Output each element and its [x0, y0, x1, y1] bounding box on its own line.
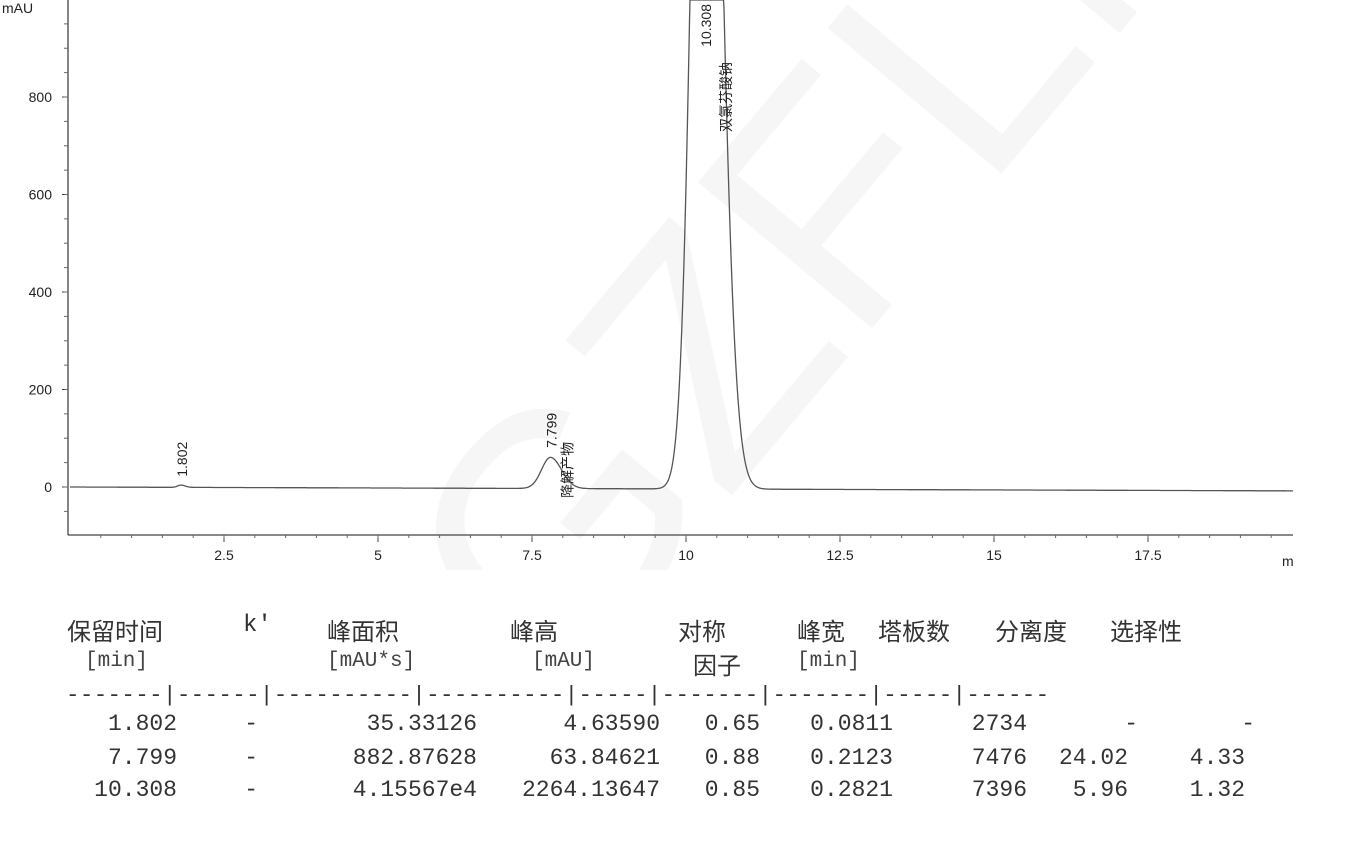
- y-tick-label: 600: [29, 187, 53, 203]
- x-tick-label: 2.5: [214, 547, 234, 563]
- table-cell: 0.65: [704, 711, 760, 737]
- column-unit: [mAU]: [532, 650, 596, 673]
- table-cell: 0.88: [704, 745, 760, 771]
- peak-compound-label: 双氯芬酸钠: [718, 62, 734, 132]
- x-tick-label: 7.5: [522, 547, 542, 563]
- table-cell: 24.02: [1058, 745, 1128, 771]
- watermark: GZFLM: [331, 0, 1332, 570]
- table-cell: 7476: [971, 745, 1027, 771]
- y-tick-label: 400: [29, 284, 53, 300]
- table-cell: -: [244, 777, 258, 803]
- column-header: 分离度: [995, 618, 1067, 646]
- table-cell: 2264.13647: [521, 777, 660, 803]
- x-axis-unit-label: m: [1282, 553, 1294, 569]
- table-cell: 4.33: [1189, 745, 1245, 771]
- peak-rt-label: 10.308: [698, 4, 714, 47]
- y-tick-label: 0: [44, 479, 52, 495]
- chromatogram-trace: [70, 0, 1293, 492]
- x-tick-label: 12.5: [826, 547, 853, 563]
- column-unit: [min]: [85, 650, 149, 673]
- x-tick-label: 17.5: [1134, 547, 1161, 563]
- table-cell: 0.0811: [810, 711, 893, 737]
- column-header: 峰面积: [327, 618, 399, 646]
- table-cell: 0.85: [704, 777, 760, 803]
- table-cell: 1.32: [1189, 777, 1245, 803]
- column-header: 对称: [678, 618, 726, 646]
- y-tick-label: 800: [29, 89, 53, 105]
- table-cell: 35.33126: [366, 711, 477, 737]
- column-unit: 因子: [693, 652, 741, 680]
- peak-rt-label: 1.802: [174, 441, 190, 476]
- table-cell: 5.96: [1072, 777, 1128, 803]
- chromatogram: GZFLM mAU m 0 200 400 600 800 2.5 5 7.5 10 12.5 15…: [2, 0, 1332, 570]
- table-cell: 10.308: [94, 777, 177, 803]
- column-header: 选择性: [1110, 618, 1182, 646]
- column-unit: [mAU*s]: [327, 650, 416, 673]
- column-header: k': [243, 612, 272, 639]
- table-separator: -------|------|----------|----------|---…: [66, 682, 1050, 708]
- table-cell: -: [244, 711, 258, 737]
- table-cell: -: [1124, 711, 1138, 737]
- peak-compound-label: 降解产物: [559, 442, 575, 498]
- peak-rt-label: 7.799: [543, 413, 559, 448]
- table-cell: 2734: [971, 711, 1027, 737]
- table-cell: 4.15567e4: [352, 777, 477, 803]
- column-header: 塔板数: [878, 618, 950, 646]
- column-header: 峰宽: [797, 618, 845, 646]
- table-cell: 63.84621: [549, 745, 660, 771]
- x-tick-label: 5: [374, 547, 382, 563]
- table-cell: -: [1241, 711, 1255, 737]
- x-tick-label: 10: [678, 547, 694, 563]
- table-cell: 882.87628: [352, 745, 477, 771]
- table-cell: 7.799: [107, 745, 177, 771]
- table-cell: 7396: [971, 777, 1027, 803]
- y-tick-label: 200: [29, 382, 53, 398]
- table-cell: 0.2821: [810, 777, 893, 803]
- column-unit: [min]: [797, 650, 861, 673]
- table-cell: -: [244, 745, 258, 771]
- table-cell: 0.2123: [810, 745, 893, 771]
- column-header: 峰高: [510, 618, 558, 646]
- table-cell: 4.63590: [563, 711, 660, 737]
- column-header: 保留时间: [67, 618, 163, 646]
- table-cell: 1.802: [107, 711, 177, 737]
- x-tick-label: 15: [986, 547, 1002, 563]
- y-axis-label: mAU: [2, 0, 33, 16]
